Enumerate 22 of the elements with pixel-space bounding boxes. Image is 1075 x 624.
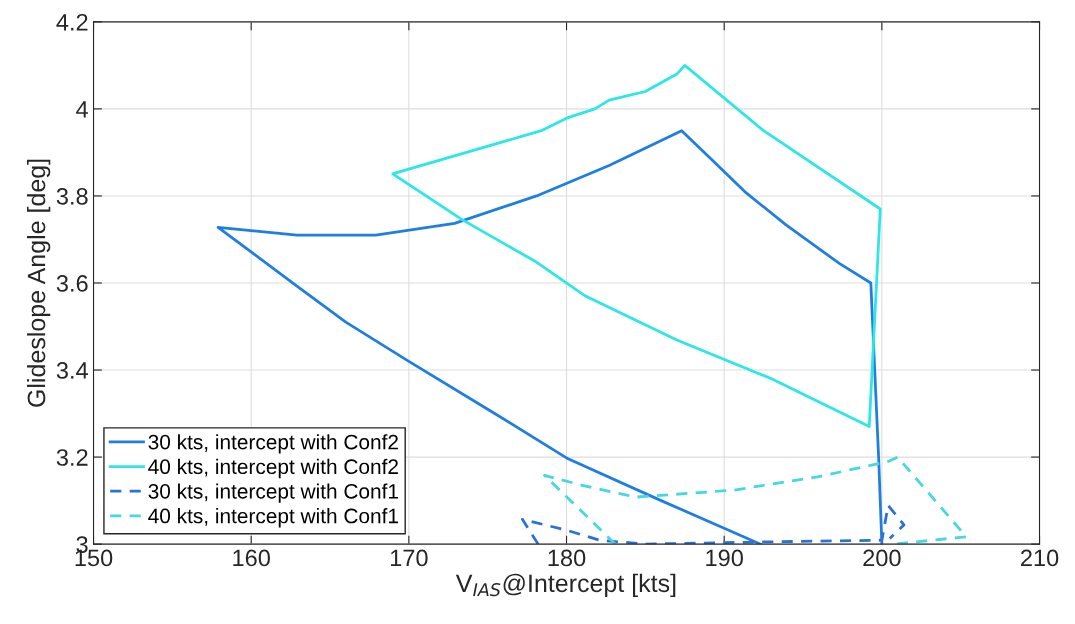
x-axis-title: V$_{IAS}$@Intercept [kts] [455,573,676,598]
y-tick-label: 4.2 [56,13,88,31]
x-tick-label: 200 [863,549,901,567]
x-tick-label: 180 [548,549,586,567]
legend-label: 30 kts, intercept with Conf1 [148,483,398,503]
y-axis-title: Glideslope Angle [deg] [26,159,51,407]
y-tick-label: 3.6 [56,275,88,292]
x-tick-label: 170 [390,549,428,567]
y-tick-label: 3.2 [56,449,88,466]
x-tick-label: 160 [233,549,270,567]
x-tick-label: 190 [706,549,743,567]
y-tick-label: 4 [76,101,88,118]
line-series [391,63,882,428]
legend-label: 40 kts, intercept with Conf1 [148,508,398,528]
line-series [520,504,906,545]
x-tick-label: 210 [1021,549,1059,567]
y-tick-label: 3.4 [56,362,88,379]
line-series [543,455,968,545]
legend-label: 40 kts, intercept with Conf2 [148,458,398,479]
legend-label: 30 kts, intercept with Conf2 [148,434,398,454]
line-series [216,129,884,545]
y-tick-label: 3.8 [56,188,88,205]
